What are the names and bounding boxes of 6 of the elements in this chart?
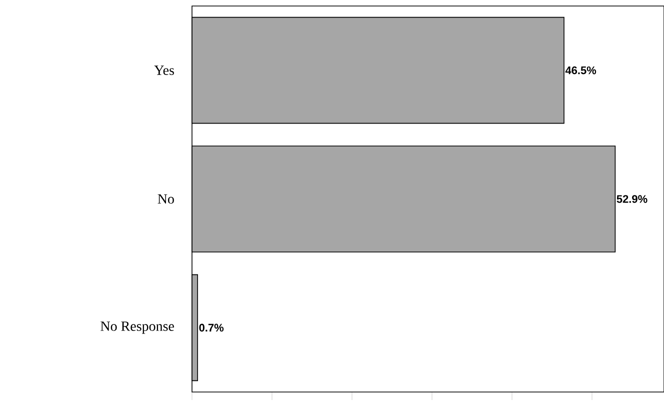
y-tick-label: No Response <box>100 322 174 334</box>
y-tick-label: Yes <box>154 66 174 75</box>
data-label: 46.5% <box>565 66 596 74</box>
data-label: 52.9% <box>616 195 648 203</box>
data-label: 0.7% <box>199 324 224 332</box>
y-tick-label: No <box>158 194 174 204</box>
